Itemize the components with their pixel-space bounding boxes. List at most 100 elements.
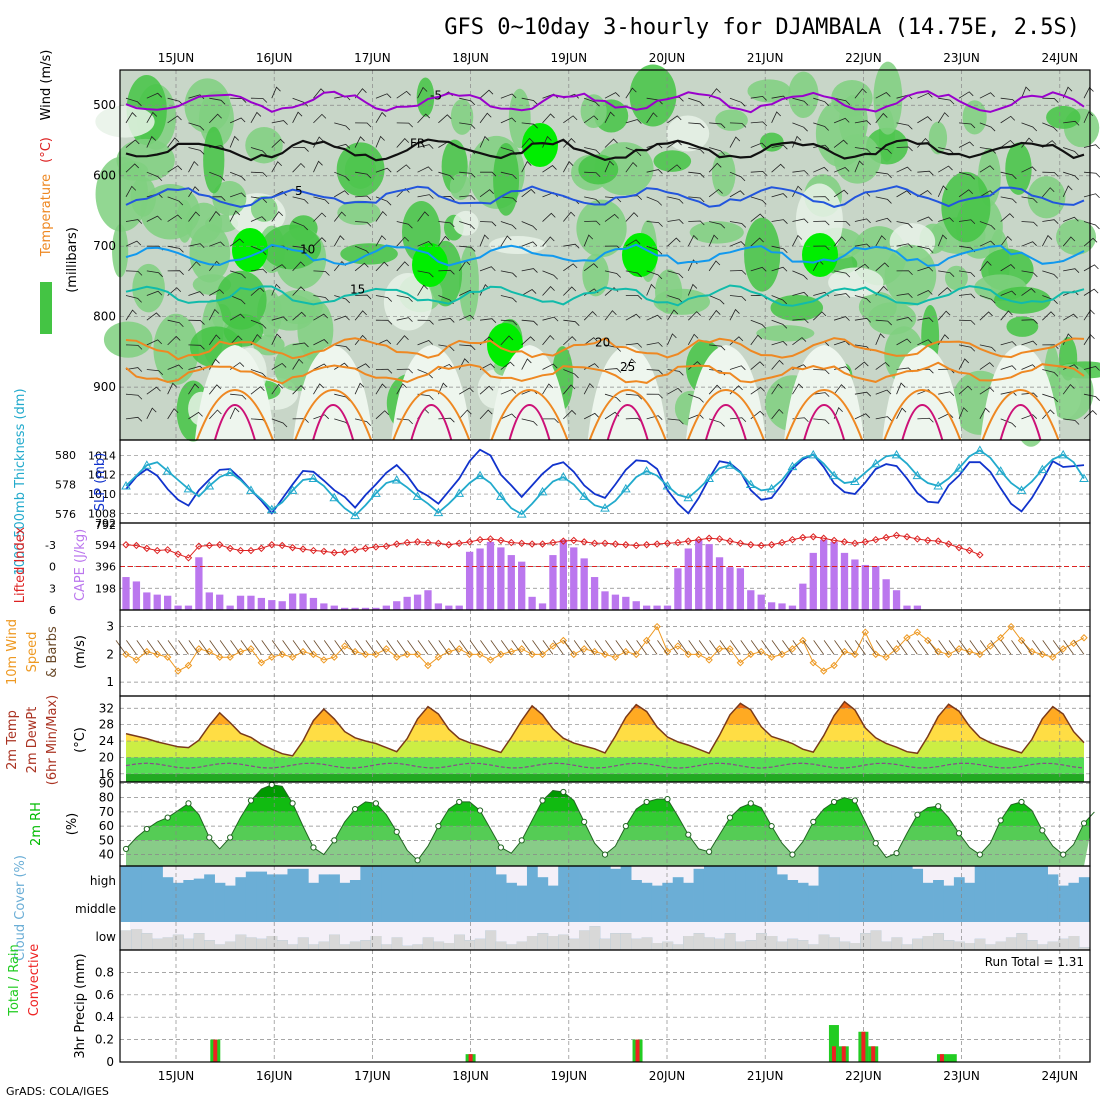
wind-barb-10m (407, 640, 418, 655)
cloud-middle-bar (224, 894, 236, 922)
wind-speed-point (538, 650, 547, 659)
wind-barb-10m (625, 640, 637, 655)
wind-barb (188, 291, 205, 296)
wind-barb (375, 111, 387, 124)
wind-barb (313, 237, 327, 247)
wind-barb (271, 138, 285, 148)
wind-barb (1083, 288, 1099, 296)
wind-barb (1000, 213, 1015, 222)
isotherm-30-bump (803, 404, 846, 441)
cloud-high-bar (1016, 866, 1028, 894)
cloud-low-gray (662, 941, 674, 950)
wind-barb (979, 165, 995, 173)
wind-speed-point (299, 647, 307, 656)
cloud-low-gray (474, 938, 486, 950)
wind-speed-point (226, 653, 234, 661)
cloud-high-bar (870, 866, 882, 894)
wind-barb (229, 135, 239, 148)
wind-speed-point (736, 659, 745, 667)
wind-barb-10m (615, 640, 627, 655)
cloud-low-gray (172, 934, 184, 950)
cape-bar (799, 583, 807, 610)
wind-barb (625, 161, 638, 173)
bottom-day-tick-label: 17JUN (354, 1069, 391, 1083)
rh-point (1080, 820, 1088, 827)
wind-barb (792, 291, 809, 297)
wind-barb (875, 262, 890, 272)
meteogram-panels: 15JUN 16JUN 17JUN 18JUN 19JUN 20JUN 21JUN 22JUN… (5, 50, 1100, 1083)
wind-barb (667, 164, 682, 173)
cloud-middle-bar (297, 894, 309, 922)
temp-band (126, 741, 1084, 758)
isotherm-line (125, 243, 1085, 267)
wind-barb (459, 344, 476, 351)
wind-barb (729, 136, 741, 148)
cape-bar (747, 590, 755, 610)
wind-barb-10m (823, 640, 835, 655)
cloud-high-bar (849, 866, 861, 894)
lifted-tick-label: 6 (49, 604, 56, 617)
cape-tick-label: 198 (95, 582, 116, 595)
rh-contour-blob (594, 142, 654, 196)
rh-point (726, 814, 734, 821)
wind-barb (313, 270, 330, 276)
cloud-middle-bar (714, 894, 726, 922)
wind-barb (958, 141, 974, 148)
wind-barb (313, 196, 330, 205)
wind-barb (167, 408, 179, 420)
wind-barb (750, 361, 765, 370)
wind-barb (708, 88, 721, 99)
wind-barb (917, 290, 933, 296)
cloud-high-bar (454, 866, 465, 894)
cloud-middle-bar (808, 894, 819, 922)
wind-barb (1021, 288, 1036, 296)
rh-dry-region (587, 345, 668, 440)
wind-barb (292, 385, 306, 395)
cloud-middle-bar (756, 894, 767, 922)
lifted-index-point (278, 541, 286, 550)
wind-barb (188, 160, 199, 173)
wind-barb (479, 234, 489, 247)
wind-speed-point (122, 650, 130, 659)
wind-barb (438, 382, 448, 395)
cloud-middle-bar (454, 894, 465, 922)
cloud-middle-bar (360, 894, 372, 922)
rh-contour-blob (264, 294, 316, 331)
cloud-middle-bar (412, 894, 424, 922)
cloud-middle-bar (193, 894, 205, 922)
wind-speed-point (278, 650, 286, 659)
lifted-index-point (611, 540, 620, 548)
rh-contour-blob (1046, 105, 1081, 129)
cloud-middle-bar (506, 894, 517, 922)
cloud-low-gray (464, 940, 476, 950)
cloud-middle-bar (464, 894, 476, 922)
wind-barb-10m (750, 640, 762, 655)
cloud-middle-bar (1047, 894, 1059, 922)
wind-barb (896, 166, 912, 173)
wind-barb (542, 286, 555, 296)
wind-barb (1042, 270, 1059, 279)
wind-barb (188, 94, 205, 100)
thickness-point (558, 472, 569, 481)
cloud-middle-bar (953, 894, 965, 922)
wind-speed-point (236, 647, 245, 656)
cape-bar (330, 605, 338, 610)
pressure-tick-label: 800 (93, 310, 116, 324)
cape-tick-label: 792 (95, 517, 116, 530)
wind-barb (771, 163, 785, 173)
wind-barb (583, 412, 600, 420)
wind-barb (854, 413, 871, 420)
wind-speed-point (663, 647, 672, 656)
wind-speed-point (247, 645, 255, 653)
isotherm-label: 15 (350, 283, 365, 297)
wind-speed-point (1038, 650, 1047, 659)
bottom-day-tick-label: 21JUN (747, 1069, 784, 1083)
cloud-low-gray (568, 938, 580, 950)
wind-barb (604, 92, 620, 99)
wind-barb (208, 334, 221, 346)
cloud-middle-bar (1078, 894, 1090, 922)
wind-barb (563, 336, 577, 346)
thickness-point (246, 485, 256, 494)
isotherm-25-bump (392, 389, 471, 441)
lifted-index-point (486, 535, 495, 543)
